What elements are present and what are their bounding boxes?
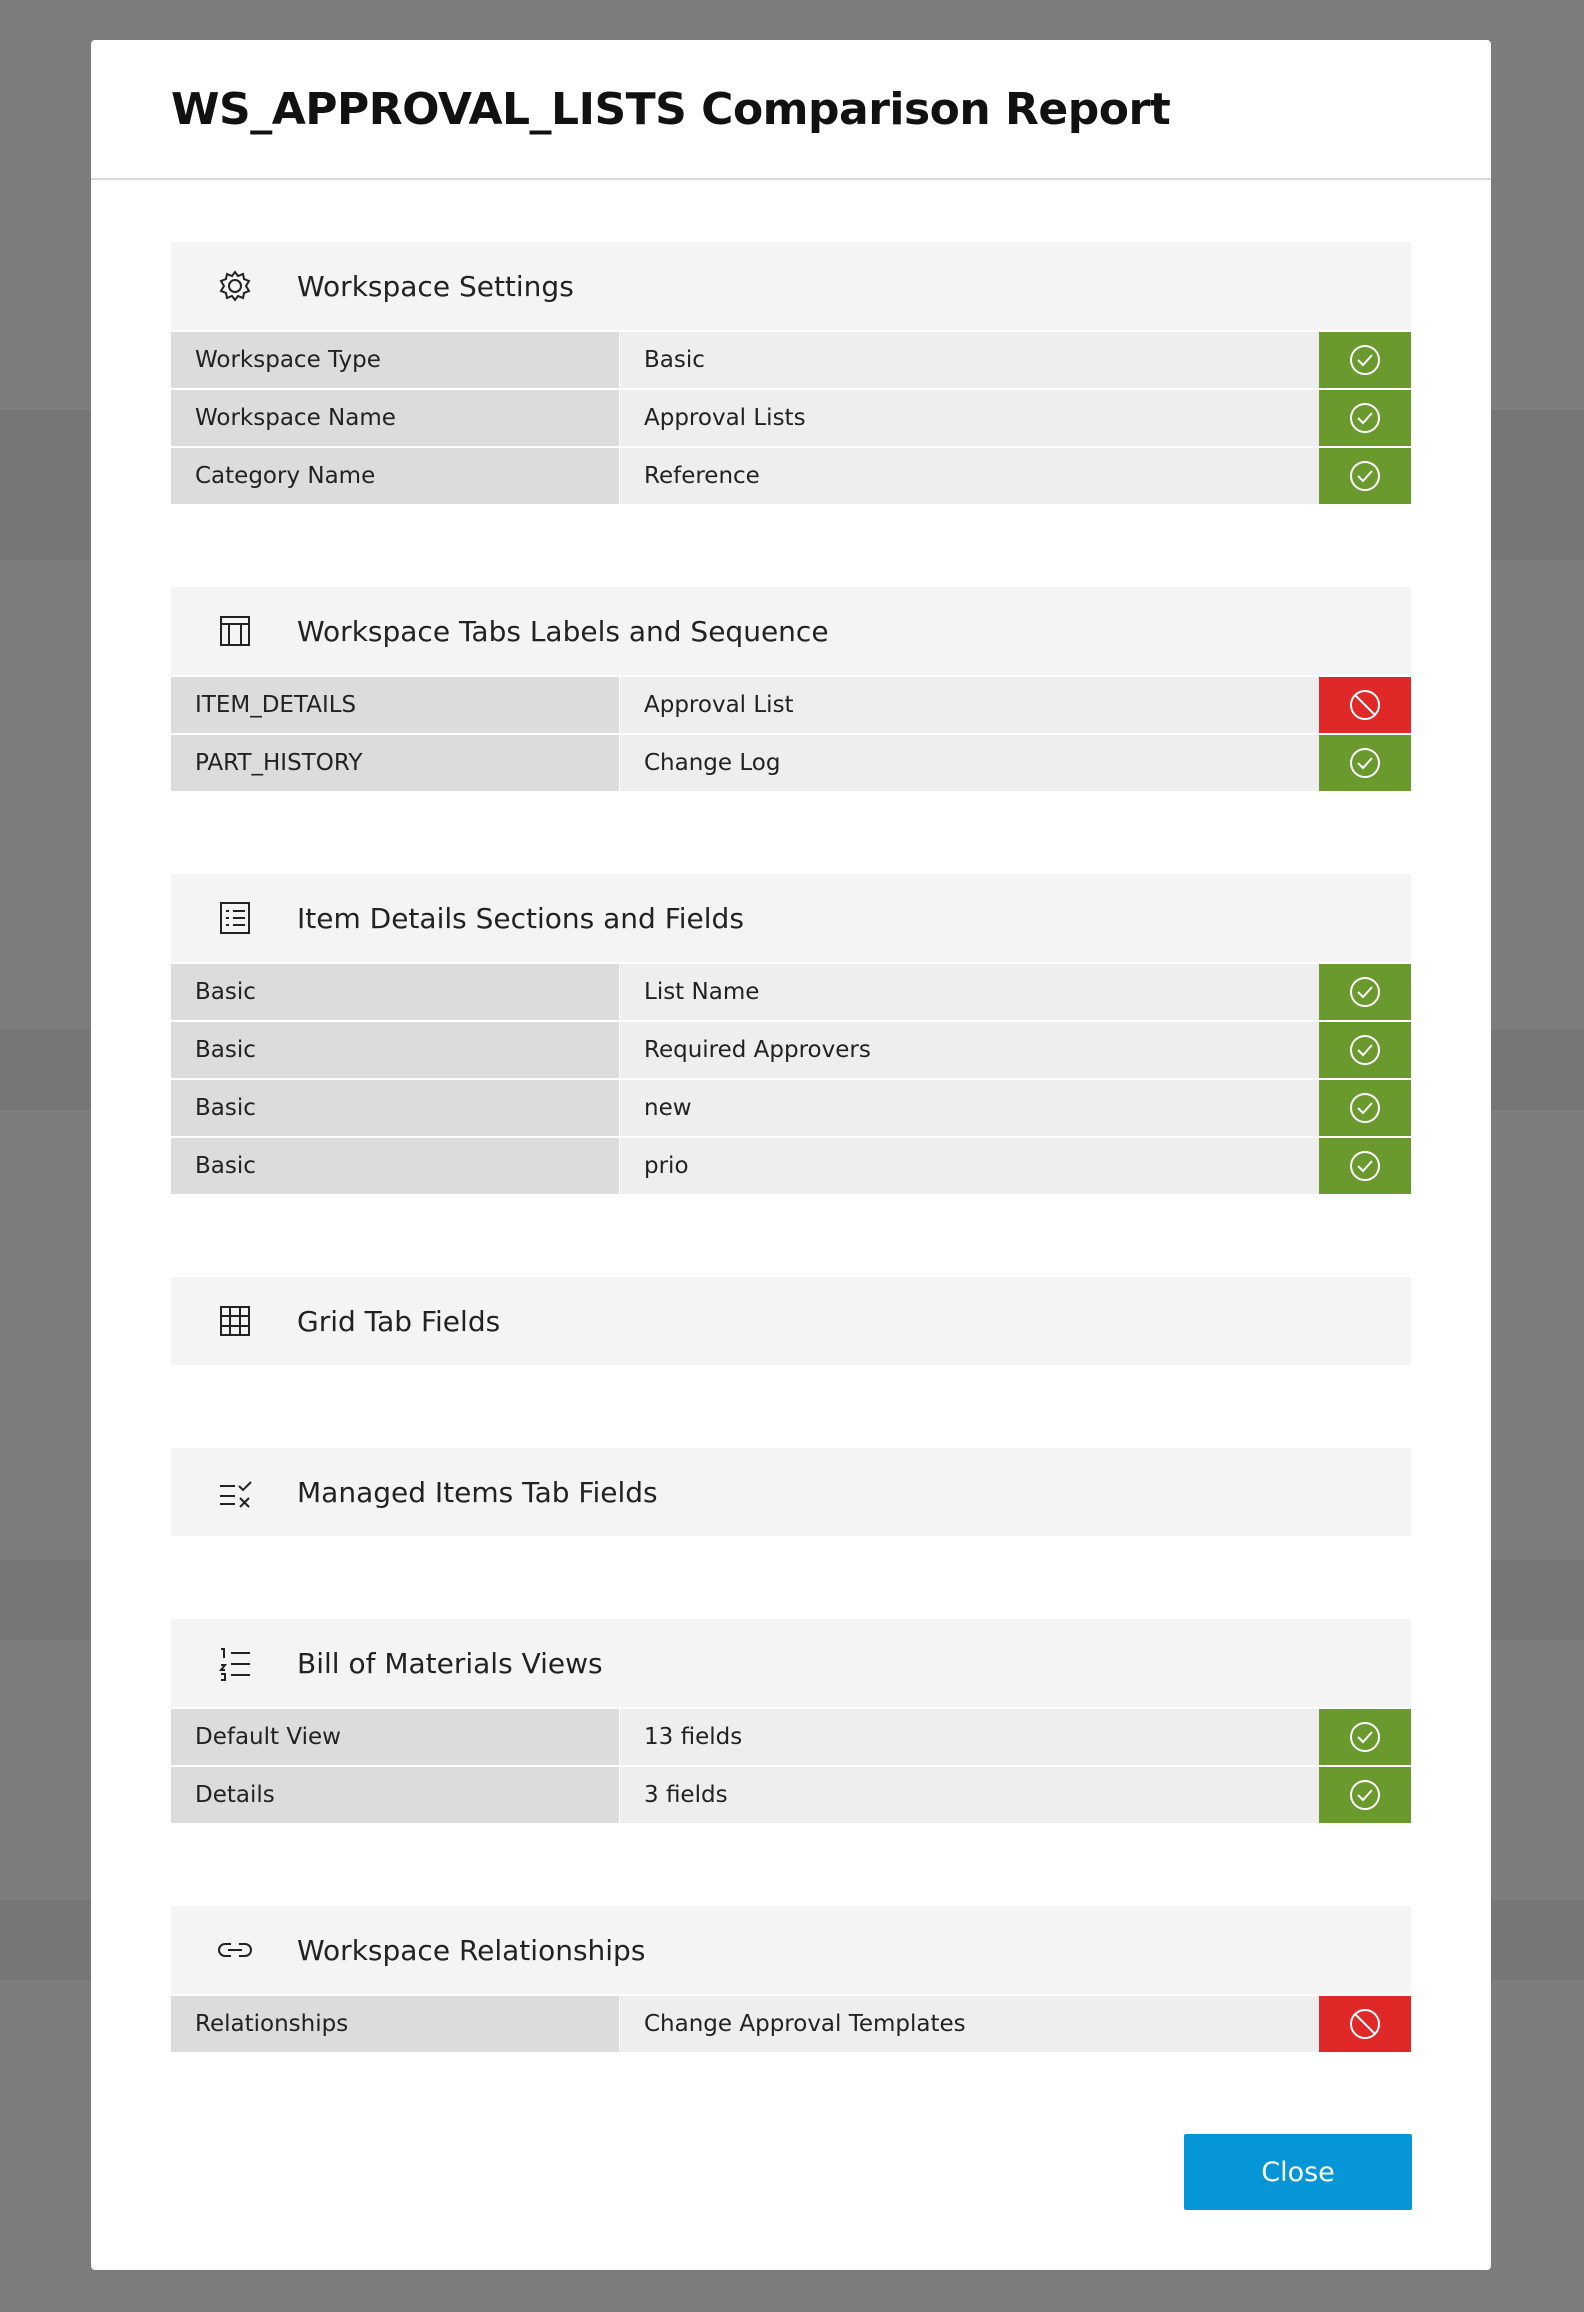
- row-value: Required Approvers: [620, 1022, 1319, 1078]
- section: Workspace Tabs Labels and Sequence ITEM_D…: [171, 587, 1411, 791]
- row-value: prio: [620, 1138, 1319, 1194]
- section-icon: [215, 1301, 255, 1341]
- modal: WS_APPROVAL_LISTS Comparison Report Work…: [91, 40, 1491, 2270]
- comparison-row: Workspace Type Basic: [171, 332, 1411, 388]
- row-label: Workspace Name: [171, 390, 619, 446]
- section: Workspace Settings Workspace Type Basic Wor…: [171, 242, 1411, 504]
- row-value: 13 fields: [620, 1709, 1319, 1765]
- section-header: Grid Tab Fields: [171, 1277, 1411, 1365]
- comparison-row: Default View 13 fields: [171, 1709, 1411, 1765]
- section-header: Workspace Settings: [171, 242, 1411, 330]
- row-label: Category Name: [171, 448, 619, 504]
- row-label: Relationships: [171, 1996, 619, 2052]
- modal-title: WS_APPROVAL_LISTS Comparison Report: [171, 83, 1171, 135]
- status-indicator: [1319, 1709, 1411, 1765]
- section-title: Workspace Settings: [297, 269, 574, 303]
- row-value: Change Approval Templates: [620, 1996, 1319, 2052]
- section-header: Managed Items Tab Fields: [171, 1448, 1411, 1536]
- icon: [218, 1648, 250, 1681]
- status-indicator: [1319, 1767, 1411, 1823]
- section-icon: [215, 1472, 255, 1512]
- section-icon: [215, 266, 255, 306]
- row-value: List Name: [620, 964, 1319, 1020]
- status-indicator: [1319, 677, 1411, 733]
- section-icon: [215, 898, 255, 938]
- icon: [220, 1306, 250, 1336]
- icon: [220, 616, 250, 646]
- section-title: Bill of Materials Views: [297, 1646, 603, 1680]
- status-indicator: [1319, 1080, 1411, 1136]
- section-title: Grid Tab Fields: [297, 1304, 501, 1338]
- comparison-row: PART_HISTORY Change Log: [171, 735, 1411, 791]
- comparison-row: Basic List Name: [171, 964, 1411, 1020]
- row-label: Workspace Type: [171, 332, 619, 388]
- status-indicator: [1319, 735, 1411, 791]
- row-label: Basic: [171, 964, 619, 1020]
- section-header: Item Details Sections and Fields: [171, 874, 1411, 962]
- section-title: Workspace Tabs Labels and Sequence: [297, 614, 829, 648]
- section-header: Workspace Relationships: [171, 1906, 1411, 1994]
- icon: [220, 902, 250, 934]
- status-indicator: [1319, 448, 1411, 504]
- comparison-row: Basic new: [171, 1080, 1411, 1136]
- row-label: Basic: [171, 1080, 619, 1136]
- section-title: Managed Items Tab Fields: [297, 1475, 658, 1509]
- row-label: PART_HISTORY: [171, 735, 619, 791]
- comparison-row: Basic prio: [171, 1138, 1411, 1194]
- close-button[interactable]: Close: [1184, 2134, 1412, 2210]
- section: Managed Items Tab Fields: [171, 1448, 1411, 1536]
- section: Item Details Sections and Fields Basic Lis…: [171, 874, 1411, 1194]
- status-indicator: [1319, 390, 1411, 446]
- section-icon: [215, 1930, 255, 1970]
- icon: [218, 1943, 252, 1957]
- status-indicator: [1319, 964, 1411, 1020]
- icon: [220, 1481, 252, 1508]
- comparison-row: Details 3 fields: [171, 1767, 1411, 1823]
- comparison-row: Relationships Change Approval Templates: [171, 1996, 1411, 2052]
- row-label: Default View: [171, 1709, 619, 1765]
- row-value: new: [620, 1080, 1319, 1136]
- section-header: Bill of Materials Views: [171, 1619, 1411, 1707]
- row-value: 3 fields: [620, 1767, 1319, 1823]
- report-body: Workspace Settings Workspace Type Basic Wor…: [171, 242, 1411, 2135]
- section-icon: [215, 611, 255, 651]
- section: Bill of Materials Views Default View 13 fi…: [171, 1619, 1411, 1823]
- section: Workspace Relationships Relationships Chan…: [171, 1906, 1411, 2052]
- status-indicator: [1319, 1022, 1411, 1078]
- comparison-row: Workspace Name Approval Lists: [171, 390, 1411, 446]
- row-value: Basic: [620, 332, 1319, 388]
- row-label: Basic: [171, 1138, 619, 1194]
- row-label: Basic: [171, 1022, 619, 1078]
- icon: [219, 270, 251, 302]
- row-value: Reference: [620, 448, 1319, 504]
- row-label: ITEM_DETAILS: [171, 677, 619, 733]
- status-indicator: [1319, 332, 1411, 388]
- modal-header: WS_APPROVAL_LISTS Comparison Report: [91, 40, 1491, 180]
- section: Grid Tab Fields: [171, 1277, 1411, 1365]
- row-value: Change Log: [620, 735, 1319, 791]
- section-header: Workspace Tabs Labels and Sequence: [171, 587, 1411, 675]
- row-value: Approval Lists: [620, 390, 1319, 446]
- row-label: Details: [171, 1767, 619, 1823]
- section-title: Item Details Sections and Fields: [297, 901, 744, 935]
- comparison-row: Basic Required Approvers: [171, 1022, 1411, 1078]
- status-indicator: [1319, 1996, 1411, 2052]
- comparison-row: Category Name Reference: [171, 448, 1411, 504]
- row-value: Approval List: [620, 677, 1319, 733]
- status-indicator: [1319, 1138, 1411, 1194]
- comparison-row: ITEM_DETAILS Approval List: [171, 677, 1411, 733]
- section-title: Workspace Relationships: [297, 1933, 646, 1967]
- section-icon: [215, 1643, 255, 1683]
